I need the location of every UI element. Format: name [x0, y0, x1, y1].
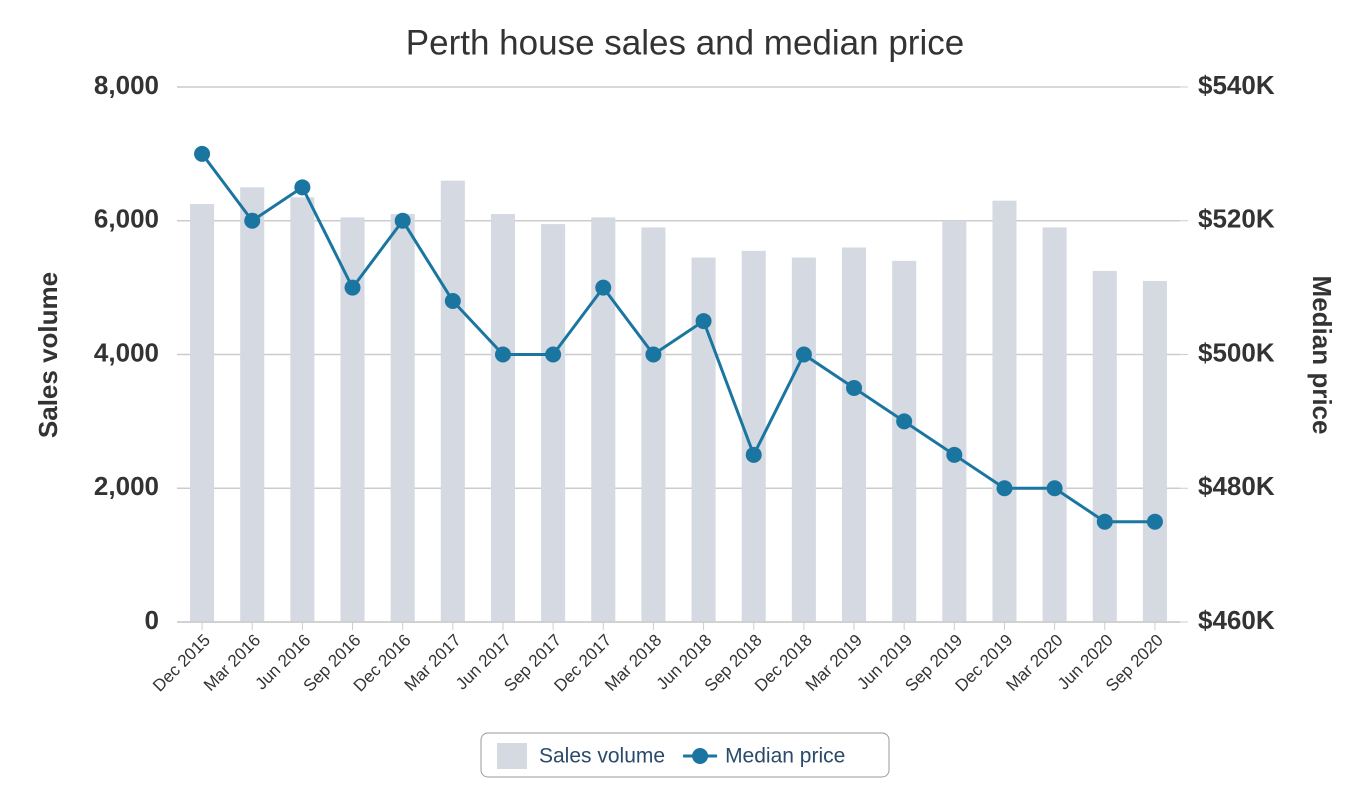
bar: [942, 220, 967, 622]
bar: [992, 200, 1017, 622]
y2-tick-label: $500K: [1198, 337, 1275, 367]
y-tick-label: 4,000: [94, 337, 159, 367]
y2-tick-label: $520K: [1198, 204, 1275, 234]
point: [444, 293, 461, 309]
bar: [541, 224, 566, 622]
y2-axis-title: Median price: [1307, 276, 1337, 435]
y2-tick-label: $540K: [1198, 70, 1275, 100]
point: [695, 313, 712, 330]
point: [846, 379, 863, 396]
bar: [290, 197, 315, 622]
point: [344, 279, 361, 296]
point: [595, 279, 612, 296]
legend-marker: [497, 743, 527, 769]
point: [1096, 513, 1113, 530]
bar: [190, 204, 215, 622]
legend-label: Sales volume: [539, 745, 665, 768]
y-tick-label: 0: [145, 605, 159, 635]
bar: [791, 257, 816, 622]
bar: [892, 260, 917, 622]
bar: [490, 214, 516, 622]
bar: [1042, 227, 1067, 622]
bar: [591, 217, 616, 622]
y-tick-label: 2,000: [94, 471, 159, 501]
point: [745, 446, 762, 463]
line: [200, 152, 1155, 524]
point: [394, 212, 411, 229]
bar: [1092, 270, 1117, 622]
legend-marker: [692, 748, 709, 764]
point: [244, 212, 261, 229]
bar: [390, 214, 415, 622]
chart-title: Perth house sales and median price: [406, 23, 964, 62]
point: [795, 346, 812, 363]
bar: [641, 227, 666, 622]
point: [645, 346, 662, 363]
point: [294, 179, 311, 196]
bar: [440, 180, 465, 622]
y2-tick-label: $480K: [1198, 471, 1275, 501]
point: [1046, 480, 1063, 497]
y-tick-label: 8,000: [94, 70, 159, 100]
point: [996, 480, 1013, 497]
bar: [1142, 280, 1167, 622]
point: [494, 346, 511, 363]
bar: [841, 247, 867, 622]
point: [545, 346, 562, 363]
point: [194, 145, 211, 162]
legend-label: Median price: [725, 745, 845, 768]
point: [946, 446, 963, 463]
point: [896, 413, 913, 430]
bar: [691, 257, 716, 622]
y2-tick-label: $460K: [1198, 605, 1275, 635]
y-tick-label: 6,000: [94, 204, 159, 234]
y-axis-title: Sales volume: [33, 272, 63, 438]
bar: [240, 187, 265, 622]
point: [1146, 513, 1163, 530]
